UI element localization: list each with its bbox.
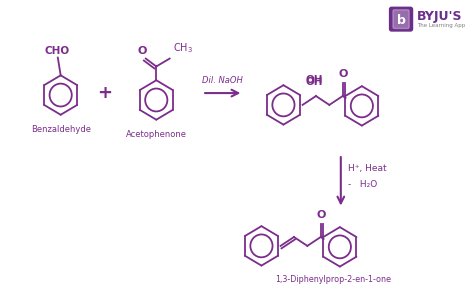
Text: Benzaldehyde: Benzaldehyde [31,125,91,134]
Text: Dil. NaOH: Dil. NaOH [202,76,243,85]
Text: O: O [317,210,327,220]
Text: OH: OH [305,75,323,85]
Text: H⁺, Heat: H⁺, Heat [347,164,386,173]
Text: BYJU'S: BYJU'S [417,10,463,23]
Text: -   H₂O: - H₂O [347,180,377,189]
Text: CHO: CHO [44,46,69,56]
Text: CH$_3$: CH$_3$ [173,41,193,55]
Text: OH: OH [305,77,323,87]
Text: 1,3-Diphenylprop-2-en-1-one: 1,3-Diphenylprop-2-en-1-one [275,275,391,285]
FancyBboxPatch shape [393,10,409,29]
Text: +: + [97,84,112,102]
Text: Acetophenone: Acetophenone [126,130,187,139]
FancyBboxPatch shape [390,7,412,31]
Text: b: b [397,14,405,26]
Text: The Learning App: The Learning App [417,22,465,28]
Text: O: O [339,69,348,79]
Text: O: O [137,46,146,56]
